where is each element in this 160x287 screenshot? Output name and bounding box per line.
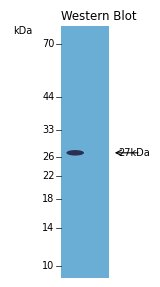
- Text: kDa: kDa: [13, 26, 32, 36]
- Text: 44: 44: [42, 92, 54, 102]
- Ellipse shape: [66, 150, 84, 156]
- Text: 33: 33: [42, 125, 54, 135]
- Bar: [61, 26, 109, 278]
- Text: 10: 10: [42, 261, 54, 271]
- Text: 70: 70: [42, 39, 54, 49]
- Text: Western Blot: Western Blot: [61, 10, 137, 23]
- Text: 26: 26: [42, 152, 54, 162]
- Text: 27kDa: 27kDa: [118, 148, 150, 158]
- Text: 18: 18: [42, 194, 54, 204]
- Text: 22: 22: [42, 171, 54, 181]
- Text: 14: 14: [42, 223, 54, 233]
